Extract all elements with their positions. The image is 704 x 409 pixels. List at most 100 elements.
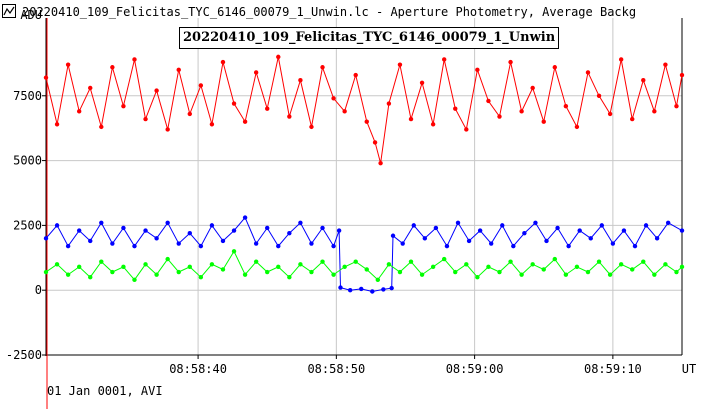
data-point [276,264,281,270]
data-point [364,119,369,124]
data-point [65,62,71,67]
data-point [641,259,646,264]
data-point [370,289,375,294]
data-point [143,262,148,267]
x-tick-label: 08:58:50 [307,362,365,376]
data-point [519,109,524,114]
data-point [43,269,49,275]
data-point [652,109,657,114]
data-point [375,277,381,283]
data-point [88,85,93,91]
data-point [430,122,436,127]
data-point [338,285,343,290]
data-point [544,238,549,244]
data-point [552,256,557,262]
data-point [397,62,403,67]
data-point [390,233,396,238]
data-point [464,262,469,267]
data-point [441,57,447,62]
data-point [566,243,571,249]
series-line-2 [45,250,683,281]
data-point [176,241,181,246]
data-point [187,111,192,117]
data-point [679,264,685,270]
data-point [121,103,126,109]
data-point [679,228,685,233]
data-point [298,220,303,225]
data-point [453,106,458,111]
data-point [563,272,569,277]
data-point [466,238,472,244]
data-point [378,160,383,166]
data-point [610,241,616,246]
data-point [596,259,602,264]
data-point [176,269,181,275]
data-point [143,116,148,122]
data-point [220,238,226,244]
data-point [231,101,237,106]
data-point [76,228,82,233]
data-point [389,285,394,291]
data-point [643,223,649,228]
data-point [54,223,60,228]
data-point [679,72,685,78]
data-point [187,230,192,236]
data-point [287,275,292,280]
data-point [489,241,494,246]
data-point [99,124,104,130]
data-point [563,103,569,109]
data-point [309,269,314,275]
data-point [408,259,414,264]
data-point [65,272,71,277]
data-point [555,225,560,231]
data-point [43,236,49,241]
data-point [630,267,635,272]
window-title: 20220410_109_Felicitas_TYC_6146_00079_1_… [22,5,637,19]
chart-icon[interactable] [2,4,16,18]
data-point [574,264,580,270]
data-point [596,93,602,98]
data-point [242,215,248,220]
data-point [76,264,82,270]
x-tick-label: 08:58:40 [169,362,227,376]
data-point [154,236,159,241]
data-point [253,259,259,264]
data-point [381,287,386,292]
data-point [320,225,325,231]
data-point [359,286,364,292]
data-point [408,116,414,122]
data-point [508,59,513,65]
data-point [110,65,115,70]
window-title-bar: 20220410_109_Felicitas_TYC_6146_00079_1_… [0,0,704,24]
data-point [309,241,314,246]
data-point [209,262,215,267]
data-point [198,275,204,280]
data-point [607,111,613,117]
x-tick-label: 08:59:00 [446,362,504,376]
data-point [121,264,126,270]
data-point [654,236,660,241]
data-point [242,119,248,124]
data-point [577,228,582,233]
data-point [430,264,436,270]
data-point [198,243,204,249]
data-point [287,114,292,119]
data-point [154,272,159,277]
data-point [76,109,82,114]
data-point [353,259,358,264]
data-point [154,88,159,93]
data-point [453,269,458,275]
series-line-1 [45,216,683,293]
data-point [641,78,646,83]
data-point [533,220,538,225]
data-point [353,72,358,78]
data-point [574,124,580,130]
data-point [585,269,591,275]
data-point [400,241,405,246]
data-point [331,96,336,101]
data-point [265,269,270,275]
data-point [511,243,516,249]
data-point [198,83,204,88]
data-point [497,269,502,275]
